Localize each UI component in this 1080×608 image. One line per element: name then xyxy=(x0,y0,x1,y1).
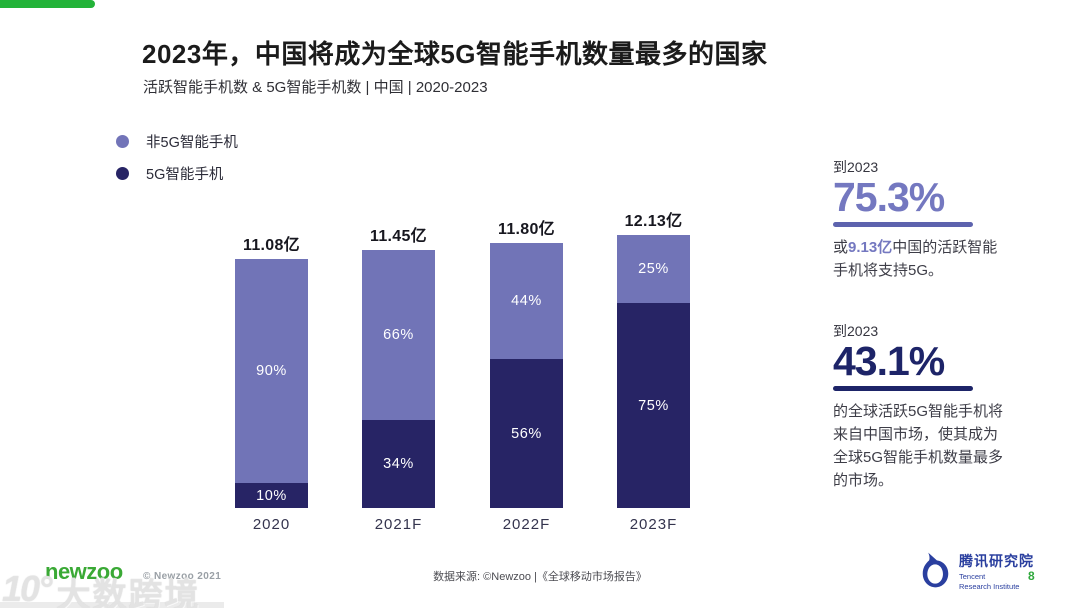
tencent-en-label-2: Research Institute xyxy=(959,582,1020,591)
stat-description: 或9.13亿中国的活跃智能 手机将支持5G。 xyxy=(833,236,1048,282)
stat-period: 到2023 xyxy=(833,323,879,339)
bar-segment-percentage-label: 10% xyxy=(256,487,287,504)
stat-period: 到2023 xyxy=(833,159,879,175)
legend-swatch-icon xyxy=(116,167,129,180)
tencent-en-label-1: Tencent xyxy=(959,572,986,581)
bar-segment-non5g: 25% xyxy=(617,235,690,303)
bar-category-label: 2020 xyxy=(252,516,291,533)
bar-segment-non5g: 66% xyxy=(362,250,435,420)
legend-label: 5G智能手机 xyxy=(146,167,224,183)
bar-segment-percentage-label: 56% xyxy=(511,425,542,442)
legend-label: 非5G智能手机 xyxy=(146,135,238,151)
bar-segment-percentage-label: 66% xyxy=(383,327,414,343)
bar-segment-percentage-label: 75% xyxy=(638,397,669,414)
stat-underline xyxy=(833,222,973,227)
bar-segment-5g: 56% xyxy=(490,359,563,508)
bar-total-label: 12.13亿 xyxy=(624,213,683,230)
bar-total-label: 11.80亿 xyxy=(498,221,555,238)
bar-segment-percentage-label: 44% xyxy=(511,293,542,309)
stat-underline xyxy=(833,386,973,391)
bar-2021F: 11.45亿 66% 34% 2021F xyxy=(362,0,435,608)
bar-segment-5g: 34% xyxy=(362,420,435,508)
stat-block-5g-share-of-china: 到2023 75.3% 或9.13亿中国的活跃智能 手机将支持5G。 xyxy=(833,158,1048,282)
bar-2020: 11.08亿 90% 10% 2020 xyxy=(235,0,308,608)
page-title: 2023年，中国将成为全球5G智能手机数量最多的国家 xyxy=(142,39,768,69)
page-number: 8 xyxy=(1028,569,1035,583)
watermark-strip xyxy=(0,602,224,608)
bar-total-label: 11.08亿 xyxy=(243,237,300,254)
stat-block-china-share-of-global: 到2023 43.1% 的全球活跃5G智能手机将 来自中国市场，使其成为 全球5… xyxy=(833,322,1048,492)
data-source-text: 数据来源: ©Newzoo |《全球移动市场报告》 xyxy=(433,571,647,583)
page-subtitle: 活跃智能手机数 & 5G智能手机数 | 中国 | 2020-2023 xyxy=(143,79,488,96)
bar-segment-5g: 10% xyxy=(235,483,308,508)
tencent-logo-text: 腾讯研究院 Tencent Research Institute xyxy=(959,551,1034,591)
legend-item-non5g: 非5G智能手机 xyxy=(116,131,238,152)
bar-segment-non5g: 90% xyxy=(235,259,308,483)
tencent-research-institute-logo: 腾讯研究院 Tencent Research Institute xyxy=(920,551,1034,591)
bar-segment-percentage-label: 90% xyxy=(256,363,287,379)
bar-total-label: 11.45亿 xyxy=(370,228,427,245)
bar-category-label: 2021F xyxy=(374,516,423,533)
bar-segment-non5g: 44% xyxy=(490,243,563,359)
bar-category-label: 2023F xyxy=(629,516,678,533)
legend-swatch-icon xyxy=(116,135,129,148)
bar-segment-5g: 75% xyxy=(617,303,690,508)
bar-category-label: 2022F xyxy=(502,516,551,533)
stat-value: 43.1% xyxy=(833,338,945,384)
bar-segment-percentage-label: 34% xyxy=(383,456,414,472)
bar-2022F: 11.80亿 44% 56% 2022F xyxy=(490,0,563,608)
stat-text-rest: 中国的活跃智能 手机将支持5G。 xyxy=(833,239,998,279)
tencent-cn-label: 腾讯研究院 xyxy=(959,553,1034,569)
stat-value: 75.3% xyxy=(833,174,945,220)
bar-2023F: 12.13亿 25% 75% 2023F xyxy=(617,0,690,608)
newzoo-logo: newzoo xyxy=(45,559,123,584)
stat-text-highlight: 9.13亿 xyxy=(848,239,893,256)
tencent-penguin-icon xyxy=(922,552,949,588)
stat-text-prefix: 或 xyxy=(833,239,849,256)
copyright-text: © Newzoo 2021 xyxy=(143,571,222,582)
stat-text-rest: 的全球活跃5G智能手机将 来自中国市场，使其成为 全球5G智能手机数量最多 的市… xyxy=(833,403,1004,489)
stat-description: 的全球活跃5G智能手机将 来自中国市场，使其成为 全球5G智能手机数量最多 的市… xyxy=(833,400,1048,492)
bar-segment-percentage-label: 25% xyxy=(638,261,669,277)
accent-bar xyxy=(0,0,95,8)
legend-item-5g: 5G智能手机 xyxy=(116,163,223,184)
